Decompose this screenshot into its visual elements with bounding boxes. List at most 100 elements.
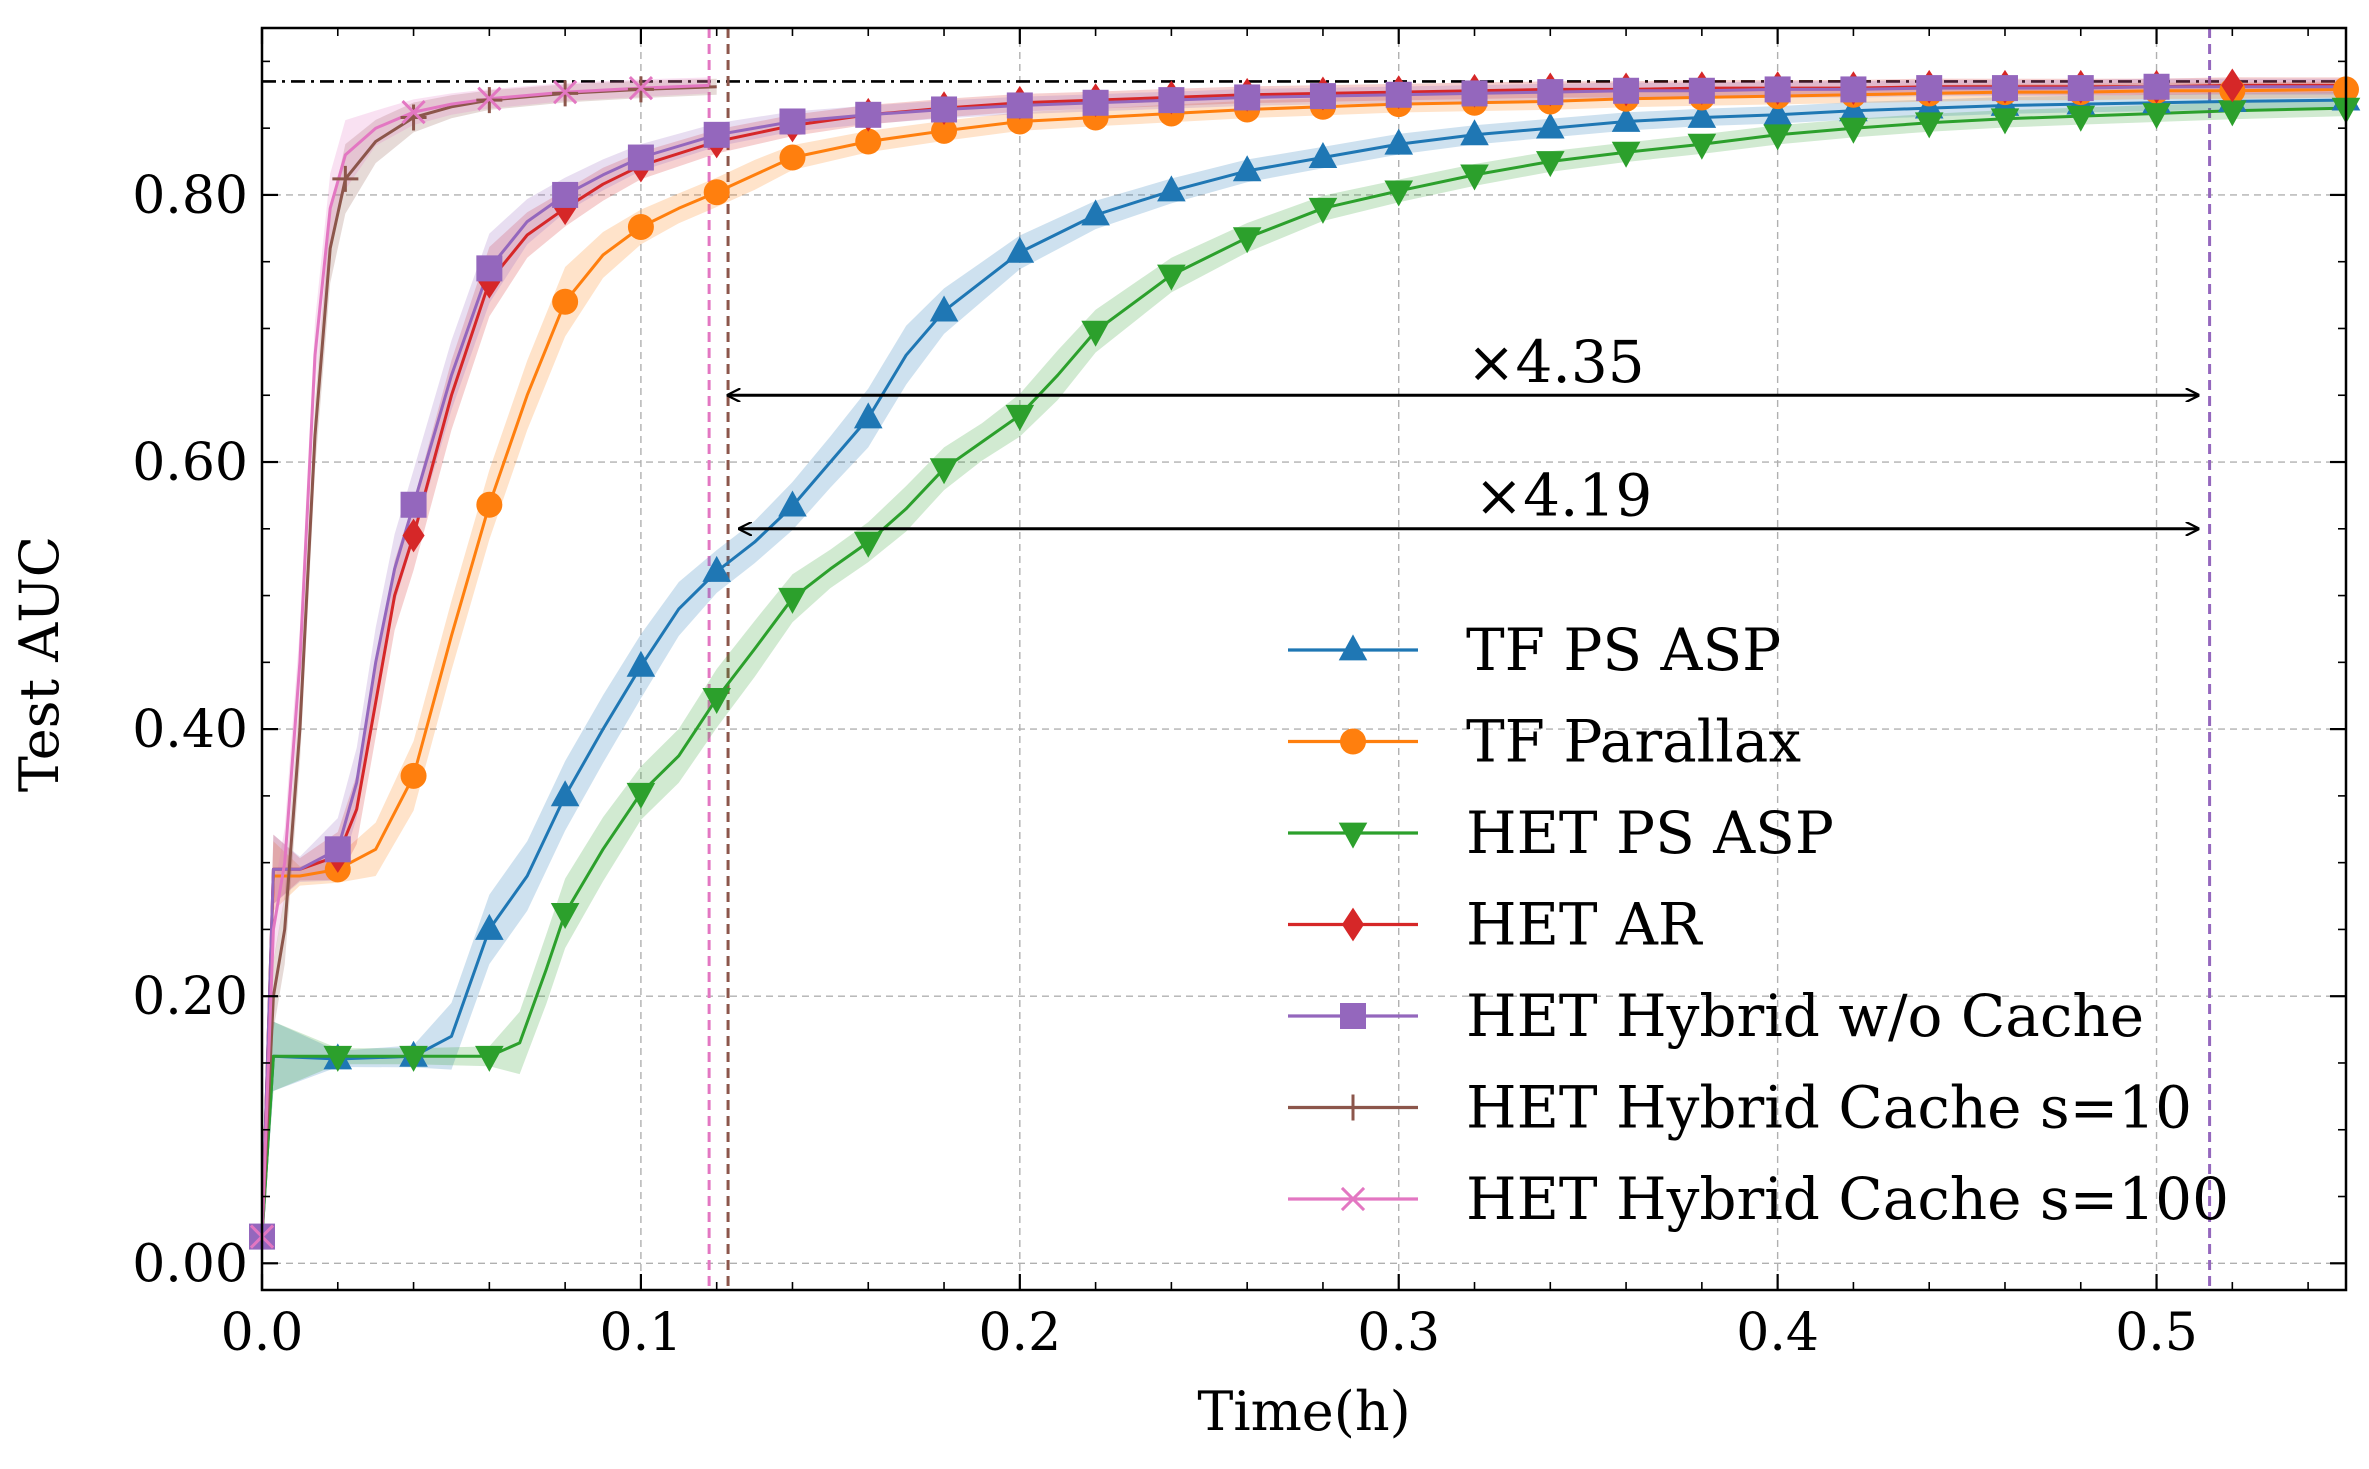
tf-ps-asp-point (626, 650, 656, 677)
het-hybrid-cache-s-100-point (401, 100, 426, 125)
legend-marker-het-hybrid-cache-s-10 (1340, 1094, 1366, 1121)
tf-ps-asp-point (778, 490, 807, 517)
tf-ps-asp-point (1308, 141, 1338, 168)
legend: TF PS ASP TF Parallax HET PS ASP HET AR HET … (1288, 616, 2229, 1233)
tf-ps-asp-point (550, 780, 580, 807)
tf-ps-asp-point (1157, 175, 1186, 202)
het-ps-asp-line (262, 106, 2346, 1237)
tf-ps-asp-point (1005, 236, 1035, 263)
het-hybrid-cache-s-10-point (400, 104, 427, 131)
tf-parallax-point (400, 762, 427, 789)
het-hybrid-w-o-cache-point (627, 144, 654, 171)
het-hybrid-w-o-cache-point (779, 108, 806, 135)
reference-lines (262, 28, 2346, 1290)
tf-parallax-point (703, 179, 730, 206)
confidence-bands (262, 77, 2346, 1245)
legend-marker-het-hybrid-w-o-cache (1340, 1003, 1366, 1029)
het-ps-asp-point (1081, 320, 1110, 347)
het-ps-asp-point (1384, 180, 1414, 207)
tf-ps-asp-point (475, 913, 504, 940)
legend-label-het-ps-asp: HET PS ASP (1466, 799, 1834, 867)
x-tick-label: 0.0 (221, 1303, 304, 1363)
tf-ps-asp-point (1763, 99, 1792, 126)
het-hybrid-w-o-cache-point (1385, 81, 1412, 108)
legend-marker-tf-ps-asp (1338, 634, 1368, 661)
series-lines (262, 83, 2346, 1237)
het-hybrid-w-o-cache-point (1234, 84, 1261, 111)
het-hybrid-w-o-cache-point (1309, 83, 1336, 110)
het-hybrid-w-o-cache-point (1613, 77, 1640, 104)
x-tick-label: 0.3 (1357, 1303, 1440, 1363)
het-ps-asp-point (1535, 151, 1565, 178)
het-hybrid-cache-s-100-point (477, 86, 502, 111)
tf-parallax-point (855, 128, 882, 155)
het-hybrid-w-o-cache-point (552, 181, 579, 208)
y-tick-label: 0.80 (132, 166, 248, 226)
het-hybrid-w-o-cache-point (1006, 92, 1033, 119)
y-axis-label: Test AUC (8, 536, 71, 792)
het-ps-asp-point (475, 1045, 504, 1072)
het-ar-point (2221, 68, 2244, 103)
het-ps-asp-point (1157, 264, 1186, 291)
legend-marker-het-ps-asp (1338, 822, 1368, 849)
tf-ps-asp-point (1460, 119, 1489, 146)
tf-ps-asp-point (1081, 199, 1110, 226)
tf-parallax-point (779, 144, 806, 171)
het-hybrid-w-o-cache-point (1688, 77, 1715, 104)
het-hybrid-cache-s-100-point (628, 75, 654, 101)
het-ar-line (262, 83, 2346, 1237)
legend-marker-het-ar (1341, 907, 1365, 942)
y-tick-label: 0.00 (132, 1234, 248, 1294)
het-hybrid-cache-s-10-point (332, 165, 359, 192)
het-hybrid-w-o-cache-point (324, 836, 351, 863)
tf-ps-asp-point (1839, 95, 1868, 122)
het-ar-point (402, 518, 425, 553)
series-markers (249, 68, 2361, 1250)
tf-ps-asp-point (1535, 112, 1565, 139)
het-ps-asp-point (1914, 112, 1944, 139)
x-tick-label: 0.4 (1736, 1303, 1819, 1363)
het-ps-asp-point (1687, 133, 1717, 160)
het-ps-asp-point (323, 1045, 353, 1072)
tf-ps-asp-point (1384, 128, 1414, 155)
speedup-annotations: ×4.35 ×4.19 (728, 328, 2198, 530)
x-tick-label: 0.2 (978, 1303, 1061, 1363)
het-hybrid-w-o-cache-point (400, 491, 427, 518)
het-ps-asp-point (1611, 141, 1641, 168)
x-tick-label: 0.5 (2115, 1303, 2198, 1363)
het-hybrid-w-o-cache-point (2143, 73, 2170, 100)
plot-frame (260, 26, 2348, 1292)
tf-ps-asp-point (1232, 155, 1262, 182)
tf-ps-asp-point (1611, 105, 1641, 132)
het-hybrid-w-o-cache-point (1537, 79, 1564, 106)
het-hybrid-w-o-cache-band (262, 78, 2346, 1245)
het-hybrid-w-o-cache-point (1461, 80, 1488, 107)
het-ps-asp-point (1005, 404, 1035, 431)
tf-parallax-point (627, 213, 654, 240)
het-ps-asp-point (1990, 108, 2020, 135)
x-axis-label: Time(h) (1197, 1380, 1410, 1443)
tf-ps-asp-point (702, 555, 731, 582)
legend-marker-tf-parallax (1340, 728, 1366, 755)
het-ps-asp-point (1308, 197, 1338, 224)
het-hybrid-w-o-cache-point (1158, 87, 1185, 114)
het-ps-asp-point (853, 531, 883, 558)
het-ps-asp-point (1839, 117, 1868, 144)
tf-ps-asp-point (853, 402, 883, 429)
tf-ps-asp-point (1687, 101, 1717, 128)
het-ps-asp-point (2142, 103, 2171, 130)
het-hybrid-w-o-cache-point (855, 101, 882, 128)
tf-ps-asp-point (929, 295, 959, 322)
legend-label-tf-parallax: TF Parallax (1466, 708, 1801, 776)
het-hybrid-w-o-cache-point (2067, 75, 2094, 102)
het-hybrid-w-o-cache-point (1764, 76, 1791, 103)
axis-ticks: 0.0 0.1 0.2 0.3 0.4 0.5 0.00 0.20 0.40 0.60 0.80 (132, 28, 2346, 1363)
het-hybrid-w-o-cache-point (931, 96, 958, 123)
het-ps-asp-point (626, 782, 656, 809)
het-ps-asp-point (1763, 124, 1792, 151)
tf-parallax-point (476, 491, 503, 518)
het-ps-asp-point (550, 903, 580, 930)
x-tick-label: 0.1 (600, 1303, 683, 1363)
het-hybrid-w-o-cache-point (476, 255, 503, 282)
het-ps-asp-point (778, 587, 807, 614)
